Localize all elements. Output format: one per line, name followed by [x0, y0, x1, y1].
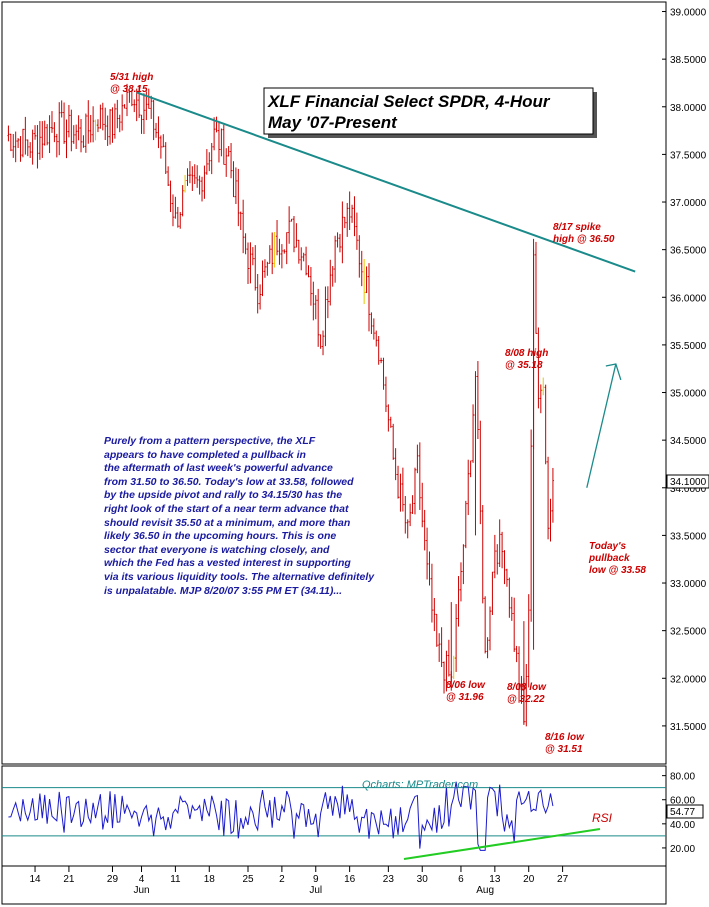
- rsi-y-tick-label: 60.00: [670, 796, 695, 807]
- rsi-y-axis: 80.00 60.00 40.00 20.00: [2, 772, 695, 855]
- x-tick-label: 20: [523, 874, 535, 885]
- rsi-last-box: [666, 804, 704, 819]
- rsi-trendline: [403, 828, 601, 860]
- x-month-label: Jul: [309, 885, 322, 896]
- x-tick-label: 13: [489, 874, 501, 885]
- x-tick-label: 4: [139, 874, 145, 885]
- last-price-label: 34.1000: [670, 477, 707, 488]
- price-annotation: Today's: [589, 541, 626, 552]
- price-annotation: 8/08 high: [505, 348, 548, 359]
- price-y-tick-label: 36.0000: [670, 293, 707, 304]
- x-tick-label: 23: [383, 874, 395, 885]
- price-annotation: @ 35.18: [505, 360, 543, 371]
- price-y-tick-label: 33.5000: [670, 531, 707, 542]
- x-tick-label: 14: [29, 874, 41, 885]
- price-annotation: 8/06 low: [446, 680, 486, 691]
- x-tick-label: 27: [557, 874, 569, 885]
- price-annotation: 8/08 low: [507, 682, 547, 693]
- x-axis-frame: [1, 865, 667, 905]
- price-y-tick-label: 38.0000: [670, 103, 707, 114]
- price-y-tick-label: 37.5000: [670, 150, 707, 161]
- price-annotation: low @ 33.58: [589, 565, 646, 576]
- price-y-tick-label: 39.0000: [670, 8, 707, 19]
- x-tick-label: 2: [279, 874, 285, 885]
- rsi-y-tick-label: 80.00: [670, 772, 695, 783]
- price-annotation: @ 32.22: [507, 694, 545, 705]
- price-annotation: high @ 36.50: [553, 234, 615, 245]
- price-candles: [7, 83, 554, 727]
- x-tick-label: 11: [170, 874, 181, 885]
- rsi-y-tick-label: 40.00: [670, 820, 695, 831]
- rsi-series-label: RSI: [592, 811, 613, 825]
- rsi-watermark: Qcharts: MPTrader.com: [362, 779, 478, 791]
- price-y-tick-label: 31.5000: [670, 722, 707, 733]
- chart-title-line-2: May '07-Present: [268, 113, 398, 132]
- commentary-text: Purely from a pattern perspective, the X…: [104, 435, 375, 597]
- rsi-y-tick-label: 20.00: [670, 844, 695, 855]
- price-annotation: 8/16 low: [545, 732, 585, 743]
- x-tick-label: 25: [242, 874, 254, 885]
- price-y-tick-label: 35.5000: [670, 341, 707, 352]
- price-y-tick-label: 32.0000: [670, 674, 707, 685]
- price-y-tick-label: 33.0000: [670, 579, 707, 590]
- price-y-tick-label: 34.0000: [670, 484, 707, 495]
- price-annotation: 8/17 spike: [553, 222, 601, 233]
- last-price-box: [666, 474, 709, 489]
- trendline: [136, 91, 636, 273]
- x-month-label: Aug: [476, 885, 494, 896]
- price-annotation: pullback: [588, 553, 630, 564]
- rsi-panel-frame: [1, 765, 667, 867]
- projection-arrow-head: [605, 363, 622, 381]
- chart-title-line-1: XLF Financial Select SPDR, 4-Hour: [267, 92, 551, 111]
- price-y-tick-label: 34.5000: [670, 436, 707, 447]
- price-y-tick-label: 37.0000: [670, 198, 707, 209]
- price-y-tick-label: 35.0000: [670, 389, 707, 400]
- x-tick-label: 6: [458, 874, 464, 885]
- x-tick-label: 9: [313, 874, 319, 885]
- price-y-tick-label: 36.5000: [670, 246, 707, 257]
- price-annotation: @ 31.96: [446, 692, 484, 703]
- title-box: [263, 87, 594, 135]
- x-tick-label: 16: [344, 874, 356, 885]
- rsi-last-label: 54.77: [670, 807, 695, 818]
- price-y-axis: 39.0000 38.5000 38.0000 37.5000 37.0000 36.50…: [662, 8, 707, 733]
- x-month-label: Jun: [133, 885, 149, 896]
- price-annotation: @ 38.15: [110, 84, 148, 95]
- price-annotation: @ 31.51: [545, 744, 583, 755]
- rsi-line: [8, 781, 554, 851]
- price-annotation: 5/31 high: [110, 72, 153, 83]
- x-tick-label: 18: [204, 874, 216, 885]
- rsi-series: [8, 781, 601, 860]
- x-tick-label: 29: [107, 874, 119, 885]
- price-y-tick-label: 32.5000: [670, 627, 707, 638]
- overlays: 5/31 high@ 38.15 8/06 low@ 31.96 8/08 high…: [110, 72, 646, 755]
- x-tick-label: 30: [417, 874, 429, 885]
- price-y-tick-label: 38.5000: [670, 55, 707, 66]
- x-tick-label: 21: [63, 874, 75, 885]
- projection-arrow-shaft: [586, 363, 617, 488]
